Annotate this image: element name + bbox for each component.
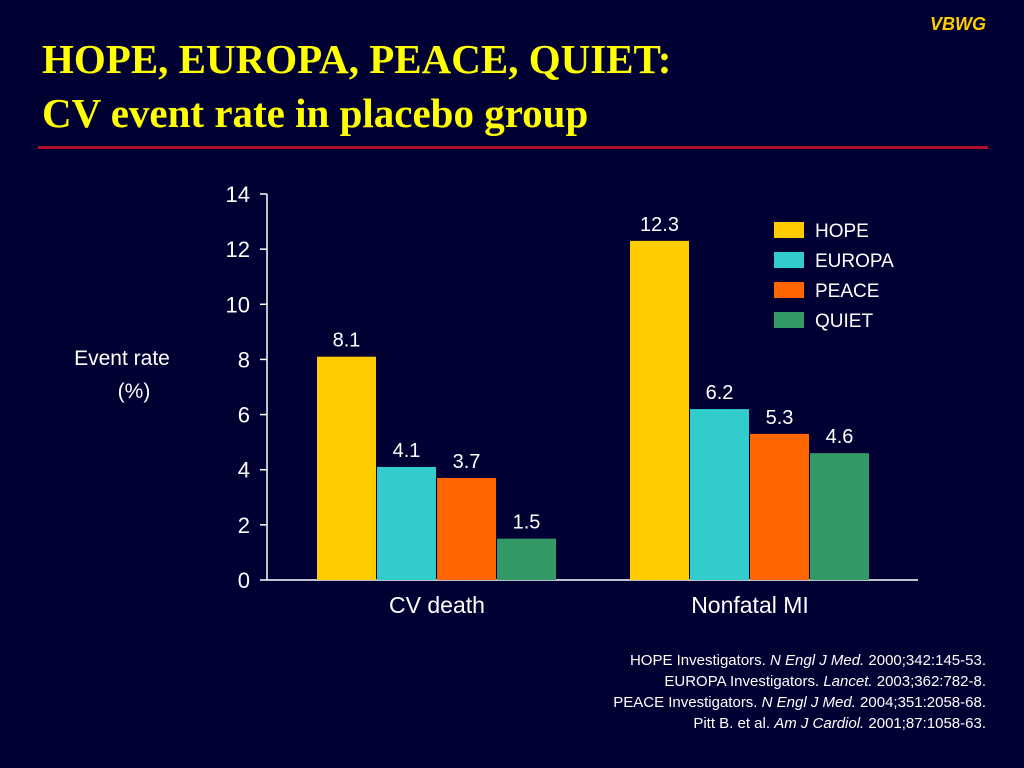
- y-tick-label: 8: [238, 347, 250, 372]
- legend-swatch-quiet: [774, 312, 804, 328]
- reference-line: HOPE Investigators. N Engl J Med. 2000;3…: [613, 650, 986, 671]
- bar-hope: [317, 356, 376, 580]
- page-title: HOPE, EUROPA, PEACE, QUIET: CV event rat…: [42, 32, 671, 140]
- bar-europa: [690, 409, 749, 580]
- reference-line: PEACE Investigators. N Engl J Med. 2004;…: [613, 692, 986, 713]
- bar-peace: [437, 477, 496, 580]
- bar-europa: [377, 466, 436, 580]
- data-label: 4.1: [393, 440, 421, 462]
- data-label: 6.2: [706, 382, 734, 404]
- reference-line: EUROPA Investigators. Lancet. 2003;362:7…: [613, 671, 986, 692]
- title-divider: [38, 146, 988, 149]
- reference-authors: Pitt B. et al.: [693, 715, 775, 732]
- legend-label: EUROPA: [815, 251, 894, 272]
- reference-citation: 2000;342:145-53.: [864, 652, 986, 669]
- y-axis-label: Event rate: [74, 347, 170, 370]
- data-label: 5.3: [766, 407, 794, 429]
- legend-swatch-peace: [774, 282, 804, 298]
- legend-label: PEACE: [815, 281, 879, 302]
- reference-journal: N Engl J Med.: [761, 694, 856, 711]
- y-tick-label: 12: [226, 237, 250, 262]
- reference-citation: 2003;362:782-8.: [872, 673, 986, 690]
- brand-logo: VBWG: [930, 14, 986, 34]
- x-category-label: CV death: [389, 592, 485, 618]
- data-label: 8.1: [333, 330, 361, 352]
- y-tick-label: 2: [238, 513, 250, 538]
- y-tick-label: 14: [226, 182, 250, 207]
- reference-authors: EUROPA Investigators.: [664, 673, 824, 690]
- reference-journal: N Engl J Med.: [770, 652, 865, 669]
- bar-quiet: [497, 538, 556, 580]
- reference-citation: 2004;351:2058-68.: [855, 694, 986, 711]
- bar-hope: [630, 240, 689, 580]
- data-label: 12.3: [640, 214, 679, 236]
- bar-quiet: [810, 453, 869, 580]
- page-title-line-1: HOPE, EUROPA, PEACE, QUIET:: [42, 36, 672, 82]
- y-tick-label: 0: [238, 568, 250, 593]
- x-category-label: Nonfatal MI: [691, 592, 809, 618]
- reference-authors: PEACE Investigators.: [613, 694, 762, 711]
- reference-journal: Am J Cardiol.: [774, 715, 865, 732]
- legend-swatch-europa: [774, 252, 804, 268]
- legend-label: QUIET: [815, 311, 873, 332]
- bar-peace: [750, 433, 809, 580]
- y-axis-label-unit: (%): [118, 380, 151, 403]
- bar-chart: 0 2 4 6 8 10 12 14 Event rate (%) 8.1 4.1 3.7 1.5 CV d…: [74, 182, 918, 618]
- legend-label: HOPE: [815, 221, 869, 242]
- data-label: 3.7: [453, 451, 481, 473]
- reference-journal: Lancet.: [823, 673, 873, 690]
- legend-swatch-hope: [774, 222, 804, 238]
- y-tick-label: 10: [226, 292, 250, 317]
- reference-authors: HOPE Investigators.: [629, 652, 770, 669]
- reference-citation: 2001;87:1058-63.: [864, 715, 986, 732]
- reference-line: Pitt B. et al. Am J Cardiol. 2001;87:105…: [613, 713, 986, 734]
- y-tick-label: 6: [238, 403, 250, 428]
- references: HOPE Investigators. N Engl J Med. 2000;3…: [613, 650, 986, 734]
- data-label: 4.6: [826, 426, 854, 448]
- page-title-line-2: CV event rate in placebo group: [42, 90, 589, 136]
- y-tick-label: 4: [238, 458, 250, 483]
- data-label: 1.5: [513, 512, 541, 534]
